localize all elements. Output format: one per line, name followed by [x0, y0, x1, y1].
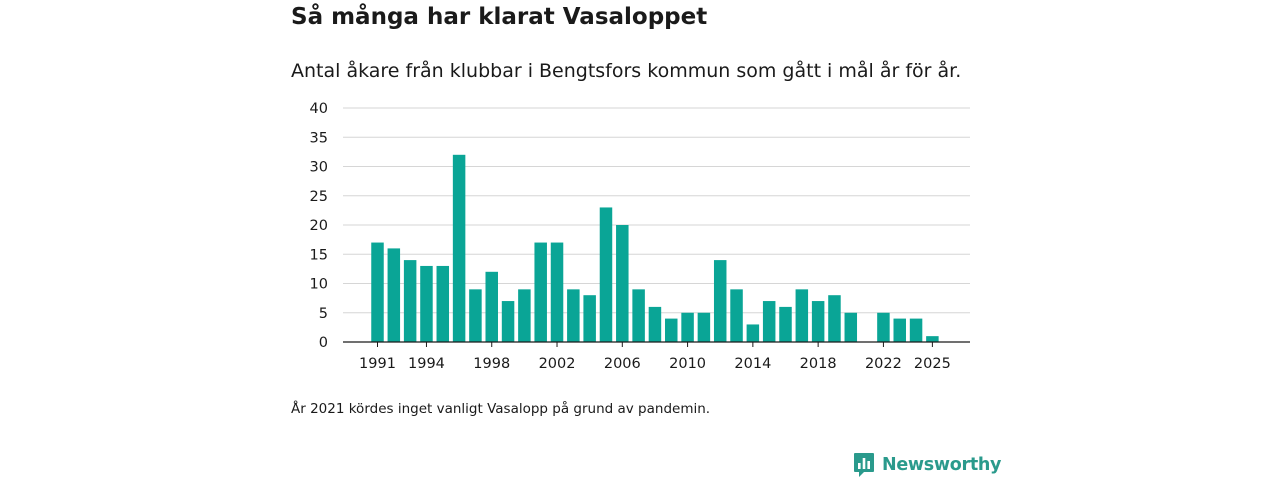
y-tick-label: 15: [310, 247, 328, 263]
bar-2016: [779, 306, 792, 342]
bar-2025: [926, 336, 939, 342]
bar-2019: [828, 295, 841, 342]
bar-1994: [420, 265, 433, 342]
bar-2009: [665, 318, 678, 342]
chart-title: Så många har klarat Vasaloppet: [291, 4, 708, 30]
footnote: År 2021 kördes inget vanligt Vasalopp på…: [291, 401, 711, 417]
bar-2018: [811, 301, 825, 342]
bar-1991: [371, 242, 384, 342]
y-tick-label: 10: [310, 277, 328, 293]
bar-2020: [844, 312, 858, 342]
bar-1999: [501, 301, 515, 342]
bar-2014: [746, 324, 760, 342]
bar-2015: [762, 301, 776, 342]
x-tick-label: 2002: [539, 356, 576, 372]
bar-2005: [599, 207, 613, 342]
bar-2000: [518, 289, 531, 342]
bar-2008: [648, 306, 662, 342]
bar-2002: [550, 242, 564, 342]
bar-1995: [436, 265, 450, 342]
bar-2017: [795, 289, 809, 342]
bar-2010: [681, 312, 694, 342]
bar-2024: [909, 318, 923, 342]
y-tick-label: 0: [319, 335, 328, 351]
y-axis-ticks: 0 5 10 15 20 25 30 35 40: [310, 101, 328, 351]
bar-2004: [583, 295, 596, 342]
chart-subtitle: Antal åkare från klubbar i Bengtsfors ko…: [291, 60, 962, 82]
y-tick-label: 40: [310, 101, 328, 117]
bar-2023: [893, 318, 906, 342]
x-tick-label: 1998: [473, 356, 510, 372]
x-tick-label: 2018: [800, 356, 837, 372]
bar-2022: [877, 312, 890, 342]
bar-2003: [567, 289, 580, 342]
bar-2011: [697, 312, 711, 342]
x-tick-label: 2006: [604, 356, 641, 372]
brand-name: Newsworthy: [882, 455, 1002, 475]
x-tick-label: 2010: [669, 356, 706, 372]
bar-1998: [485, 271, 498, 342]
x-tick-label: 2022: [865, 356, 902, 372]
y-tick-label: 5: [319, 306, 328, 322]
brand-logo: Newsworthy: [853, 452, 1001, 478]
x-tick-label: 1991: [359, 356, 396, 372]
bar-2012: [713, 260, 727, 342]
bar-1992: [387, 248, 401, 342]
y-tick-label: 35: [310, 130, 328, 146]
y-tick-label: 25: [310, 189, 328, 205]
bar-1997: [469, 289, 482, 342]
bar-1996: [452, 154, 466, 342]
y-tick-label: 20: [310, 218, 328, 234]
bar-2007: [632, 289, 645, 342]
x-tick-label: 2014: [734, 356, 771, 372]
bar-2006: [616, 225, 629, 342]
newsworthy-logo-icon: [854, 453, 874, 477]
y-tick-label: 30: [310, 160, 328, 176]
x-tick-label: 2025: [914, 356, 951, 372]
x-axis-ticks: 1991 1994 1998 2002 2006 2010 2014 2018 2022 2025: [359, 342, 951, 372]
bars: [371, 154, 939, 342]
x-tick-label: 1994: [408, 356, 445, 372]
bar-2001: [534, 242, 547, 342]
bar-2013: [730, 289, 743, 342]
bar-1993: [403, 260, 417, 342]
